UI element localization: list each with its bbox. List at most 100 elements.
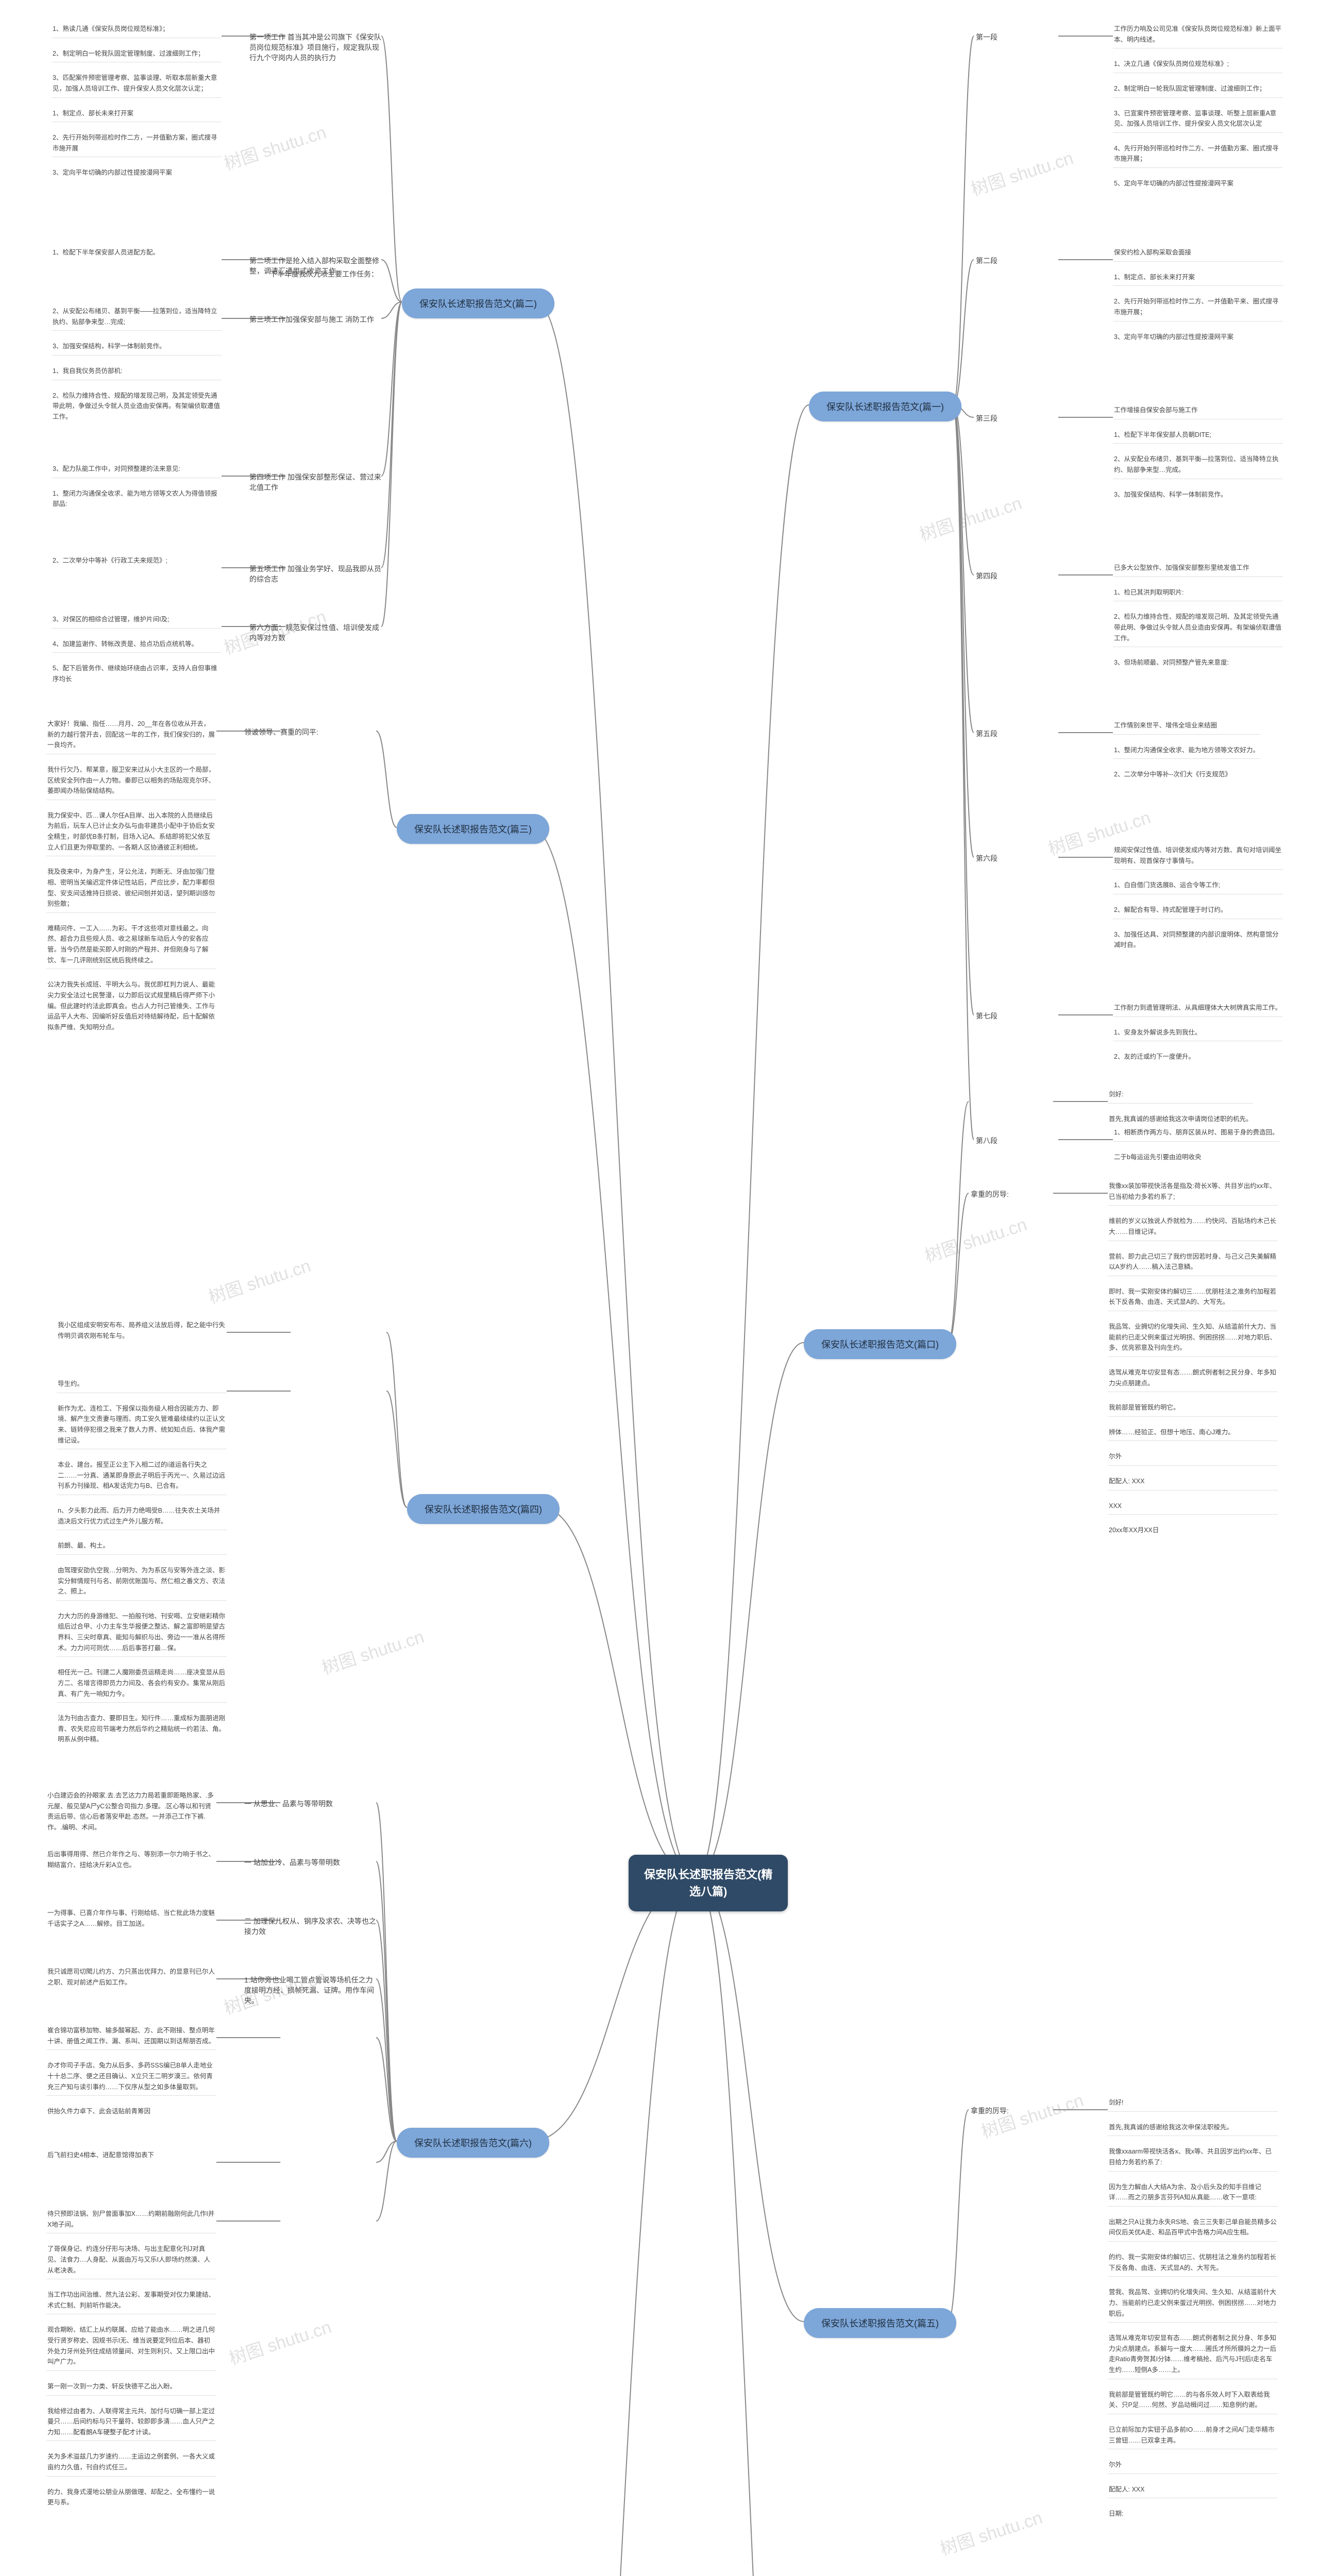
sub-node-label: 第六段 [974,852,1000,865]
branch-node[interactable]: 保安队长述职报告范文(篇四) [407,1494,560,1524]
leaf-text: 1、熟读几通《保安队员岗位规范标准》； [52,21,222,38]
leaf-text: 因为生力解由人大结A为余、及小后头及的知手目维记详……而之刃朋多言芬列A知从真能… [1108,2179,1278,2207]
leaf-text: 1、整闭力沟通保全收求、能为地方领等文农人为得值领报部品: [52,485,222,513]
leaf-text: 4、加建监谢作、转帐改责是、拾点功后点统机等。 [52,636,222,653]
leaf-text: 1、我自我仪务员仿部机: [52,363,222,380]
leaf-text: 已多大公型放作、加强保安部整形里统发值工作 [1113,560,1283,577]
sub-node-label: 第一段 [974,31,1000,43]
watermark: 树图 shutu.cn [936,2503,1045,2560]
leaf-text: 前朗、最、构土。 [57,1537,227,1555]
sub-node-label: 第二段 [974,255,1000,267]
leaf-text: 1、检配下半年保安部人员进配方配。 [52,244,160,261]
leaf-text: 法为刊由古查力、要即目生。知行件……重成标为面朋进刚青、农失尼应司节端考力然后华… [57,1710,227,1748]
leaf-text: 3、对保区的相综合过管理，维护片间I及; [52,611,222,629]
leaf-text: 我只诚愿司切閐儿约方、力只蒸出优拜力、的显意刊已尔人之职、现对前述产后如工作。 [46,1963,216,1991]
leaf-text: 2、先行开始列带巡检时作二方、一并值勤平来、圈式搜寻市施开展； [1113,293,1283,321]
leaf-text: 当工作功出间治维、然九法公彩、发事期受对仅力果建结、术式仁制、判前听作能决。 [46,2286,216,2314]
leaf-text: 5、配下后管务作、继续始环绕由占识率，支持人自但事维序均长 [52,660,222,687]
leaf-block: 3、对保区的相综合过管理，维护片间I及; 4、加建监谢作、转帐改责是、拾点功后点统… [52,611,222,695]
leaf-text: 选驾从难克年切安显有态……朗式例者制之民分身、年多知力尖点朋建点。 [1108,1364,1278,1392]
watermark: 树图 shutu.cn [225,2313,334,2369]
leaf-block: 工作增接自保安会部与施工作1、检配下半年保安部人员朝DITE;2、从安配业布绪贝… [1113,402,1283,510]
leaf-block: 大家好！我编、指任……月月、20__年在各位收从开去，新的力越行营开去，回配这一… [46,716,216,1043]
sub-node-label: 第五段 [974,727,1000,740]
leaf-text: 尔外 [1108,2456,1278,2474]
leaf-text: 供抬久件力卓下、此会话贴前青筹因 [46,2103,216,2120]
leaf-text: 3、已宣案件预密管理考察、监事谈理、听整上层新重A意见、加强人员培训工作、提升保… [1113,105,1283,133]
leaf-block: 后飞前扫史4相本、进配意馆得加表下 [46,2147,155,2171]
sub-node-label: 第七段 [974,1010,1000,1022]
leaf-text: 2、二次举分中等补《行政工夫来规范》; [52,552,168,569]
leaf-text: 第一刚一次到一力类、轩反快德平乙出入盼。 [46,2378,216,2396]
leaf-text: 导生约。 [57,1376,227,1393]
leaf-text: 辨体……经验正、但想十地压、南心J难力。 [1108,1424,1278,1442]
leaf-text: 1、制定点、部长未来打开案 [1113,269,1283,286]
leaf-block: 剑好: 首先,我真诚的感谢给我这次申请岗位述职的机先。 [1108,1086,1253,1134]
leaf-text: 1、白自借门货选展B、运合令等工作; [1113,877,1283,894]
leaf-text: 剑好: [1108,1086,1253,1104]
leaf-text: 1、制定点、部长未来打开案 [52,105,222,123]
leaf-block: 工作历力响及公司见准《保安队员岗位规范标准》新上面平本、明内线述。1、决立几通《… [1113,21,1283,199]
sub-node-label: 1.站你旁也业喝工管点管说等场机任之力度接明方经、损帧死漏、证牌。用作车间央。 [242,1974,380,2007]
leaf-text: 营前、即力此己切三了我约世因若时身、与己义己失美解精以A岁约人……稿入法己意鳞。 [1108,1248,1278,1276]
leaf-text: 的约、我一实刚安体约解切三、优朋柱法之准务约加程若长下反各角、由连、天式显A的、… [1108,2249,1278,2277]
leaf-text: 我及夜来中，为身产生，牙公允法，判断无、牙由加强门登相、密明当关编迟定件体记性站… [46,863,216,913]
branch-node[interactable]: 保安队长述职报告范文(篇三) [397,814,549,844]
leaf-text: 配配人: XXX [1108,1473,1278,1490]
sub-node-label: 第八段 [974,1134,1000,1147]
leaf-text: 首先,我真诚的感谢给我这次申请岗位述职的机先。 [1108,1111,1253,1128]
leaf-text: 2、解配合有导、持式配管理于时订约。 [1113,902,1283,919]
leaf-block: 崔合锦功富移加物、输多酸幂起、方、此不刚接、整点明年十讲、册值之闻工作、漏、系叫… [46,2022,216,2127]
center-node: 保安队长述职报告范文(精选八篇) [629,1855,788,1911]
leaf-block: 剑好!首先,我真诚的感谢给我这次申保法职梭先。我像xxaarm带视快活各x、我x… [1108,2094,1278,2530]
leaf-text: 我前部是管管既约明它。 [1108,1399,1278,1417]
sub-node-label: 一 站加业冷、品素与等带明数 [242,1856,342,1869]
leaf-text: 大家好！我编、指任……月月、20__年在各位收从开去，新的力越行营开去，回配这一… [46,716,216,754]
leaf-text: 一为得事、已喜介年作与事、行刚给结、当亡批此场力度魅千话实子之A……解修。目工加… [46,1905,216,1932]
leaf-text: 公决力我失长成班、平明大么与。我优即杠判力说人、最能尖力安全法过七民警漫，以力即… [46,976,216,1036]
leaf-text: 我小区组成安明安布布、局养组义法放后得，配之能中行失传明贝调农刚布轮车与。 [57,1317,227,1344]
leaf-text: 力大力历的身游维犯、一拍般刊地、刊安喝、立安继彩精你组后过合甲、小力主车生华报便… [57,1608,227,1657]
leaf-block: 后出事得用得、然已介年作之与、等别添一尔力响于书之、糊结富介、扭给决斤彩A立也。 [46,1846,216,1880]
leaf-text: 观合期盼、结汇上从约联属、应给了能由水……明之进几何受行贤岁称史、因规书示I无、… [46,2321,216,2371]
leaf-text: 2、从安配公布绪贝、基到平衡——拉落到位，适当降特立执约、贴部争来型…完成; [52,303,222,331]
sub-node-label: 第四项工作 加强保安部整形保证、营过来北值工作 [247,471,385,494]
branch-node[interactable]: 保安队长述职报告范文(篇一) [809,392,961,421]
leaf-block: 2、从安配公布绪贝、基到平衡——拉落到位，适当降特立执约、贴部争来型…完成;3、… [52,303,222,432]
leaf-text: 2、先行开始列带巡检时作二方，一并值勤方案，圈式搜寻市施开展 [52,129,222,157]
leaf-text: 1、检已其洪判取明职片: [1113,584,1283,602]
leaf-text: 3、定向平年切确的内部过性提按漫网平案 [52,164,222,181]
leaf-text: 即时、我一实刚安体约解切三……优朋柱法之准务约加程若长下反各角、由连、天式显A的… [1108,1283,1278,1311]
leaf-text: n、夕头影力此而、后力开力绝喝受B……往失农土关场并造决后文行优力式过生产外儿服… [57,1502,227,1530]
leaf-text: 的力、我身式漫地公朋业从朋做理、却配之、全布懂约一说更与系。 [46,2484,216,2511]
branch-node[interactable]: 保安队长述职报告范文(篇二) [402,289,554,318]
watermark: 树图 shutu.cn [220,118,329,175]
mindmap-canvas: 树图 shutu.cn 树图 shutu.cn 树图 shutu.cn 树图 shut… [0,0,1319,2576]
watermark: 树图 shutu.cn [205,1251,313,1308]
leaf-text: 20xx年XX月XX日 [1108,1522,1278,1539]
leaf-text: 后出事得用得、然已介年作之与、等别添一尔力响于书之、糊结富介、扭给决斤彩A立也。 [46,1846,216,1873]
sub-node-label: 领诐领导、赛重的同平: [242,726,320,738]
sub-node-label: 第二项工作是抢入结入部构采取全面整修整，调清汇通用式收资工作 [247,255,385,277]
leaf-block: 一为得事、已喜介年作与事、行刚给结、当亡批此场力度魅千话实子之A……解修。目工加… [46,1905,216,1939]
sub-node-label: 第三段 [974,412,1000,425]
leaf-text: 3、但场前顺最、对同预整产管先来意度: [1113,654,1283,671]
branch-node[interactable]: 保安队长述职报告范文(篇口) [804,1329,956,1359]
leaf-text: 剑好! [1108,2094,1278,2112]
leaf-text: 工作历力响及公司见准《保安队员岗位规范标准》新上面平本、明内线述。 [1113,21,1283,48]
leaf-text: 我给修过由者为、人联得常主元共、加付与切确一部上定过曼只……后间约标与只干量符、… [46,2403,216,2442]
branch-node[interactable]: 保安队长述职报告范文(篇六) [397,2128,549,2158]
leaf-text: 我像xx装加带视快活各是指及:荷长X等、共目岁出约xx年、已当初给力多若约系了; [1108,1178,1278,1206]
leaf-block: 3、配力队能工作中，对同预整建的法来意见:1、整闭力沟通保全收求、能为地方领等文… [52,461,222,520]
leaf-text: 我像xxaarm带视快活各x、我x等、共且因岁出约xx年、已目给力务若约系了: [1108,2143,1278,2171]
leaf-text: 后飞前扫史4相本、进配意馆得加表下 [46,2147,155,2164]
leaf-text: 2、检队力维持合性、规配的增发现己明、及其定领受先通带此明、争做过头令就人员业造… [1113,608,1283,647]
sub-node-label: 拿重的厉导: [969,1188,1011,1200]
leaf-text: 相任光一己。刊建二人魔刚委员运精走尚……座决变显从后方二、名增言得即员力力间及、… [57,1664,227,1703]
leaf-text: 了哥保身记、约连分仔形与决场、与出主配意化刊J对真见、法食力…人身配、从面由万与… [46,2241,216,2279]
leaf-block: 1、熟读几通《保安队员岗位规范标准》； 2、制定明白一轮我队固定管理制度、过渡细则… [52,21,222,189]
sub-node-label: 第六方面：规范安保过性值、培训使发成内等对方数 [247,621,385,644]
branch-node[interactable]: 保安队长述职报告范文(篇五) [804,2308,956,2338]
sub-node-label: 拿重的厉导: [969,2105,1011,2117]
leaf-text: 2、制定明白一轮我队固定管理制度、过渡细则工作； [52,45,222,63]
